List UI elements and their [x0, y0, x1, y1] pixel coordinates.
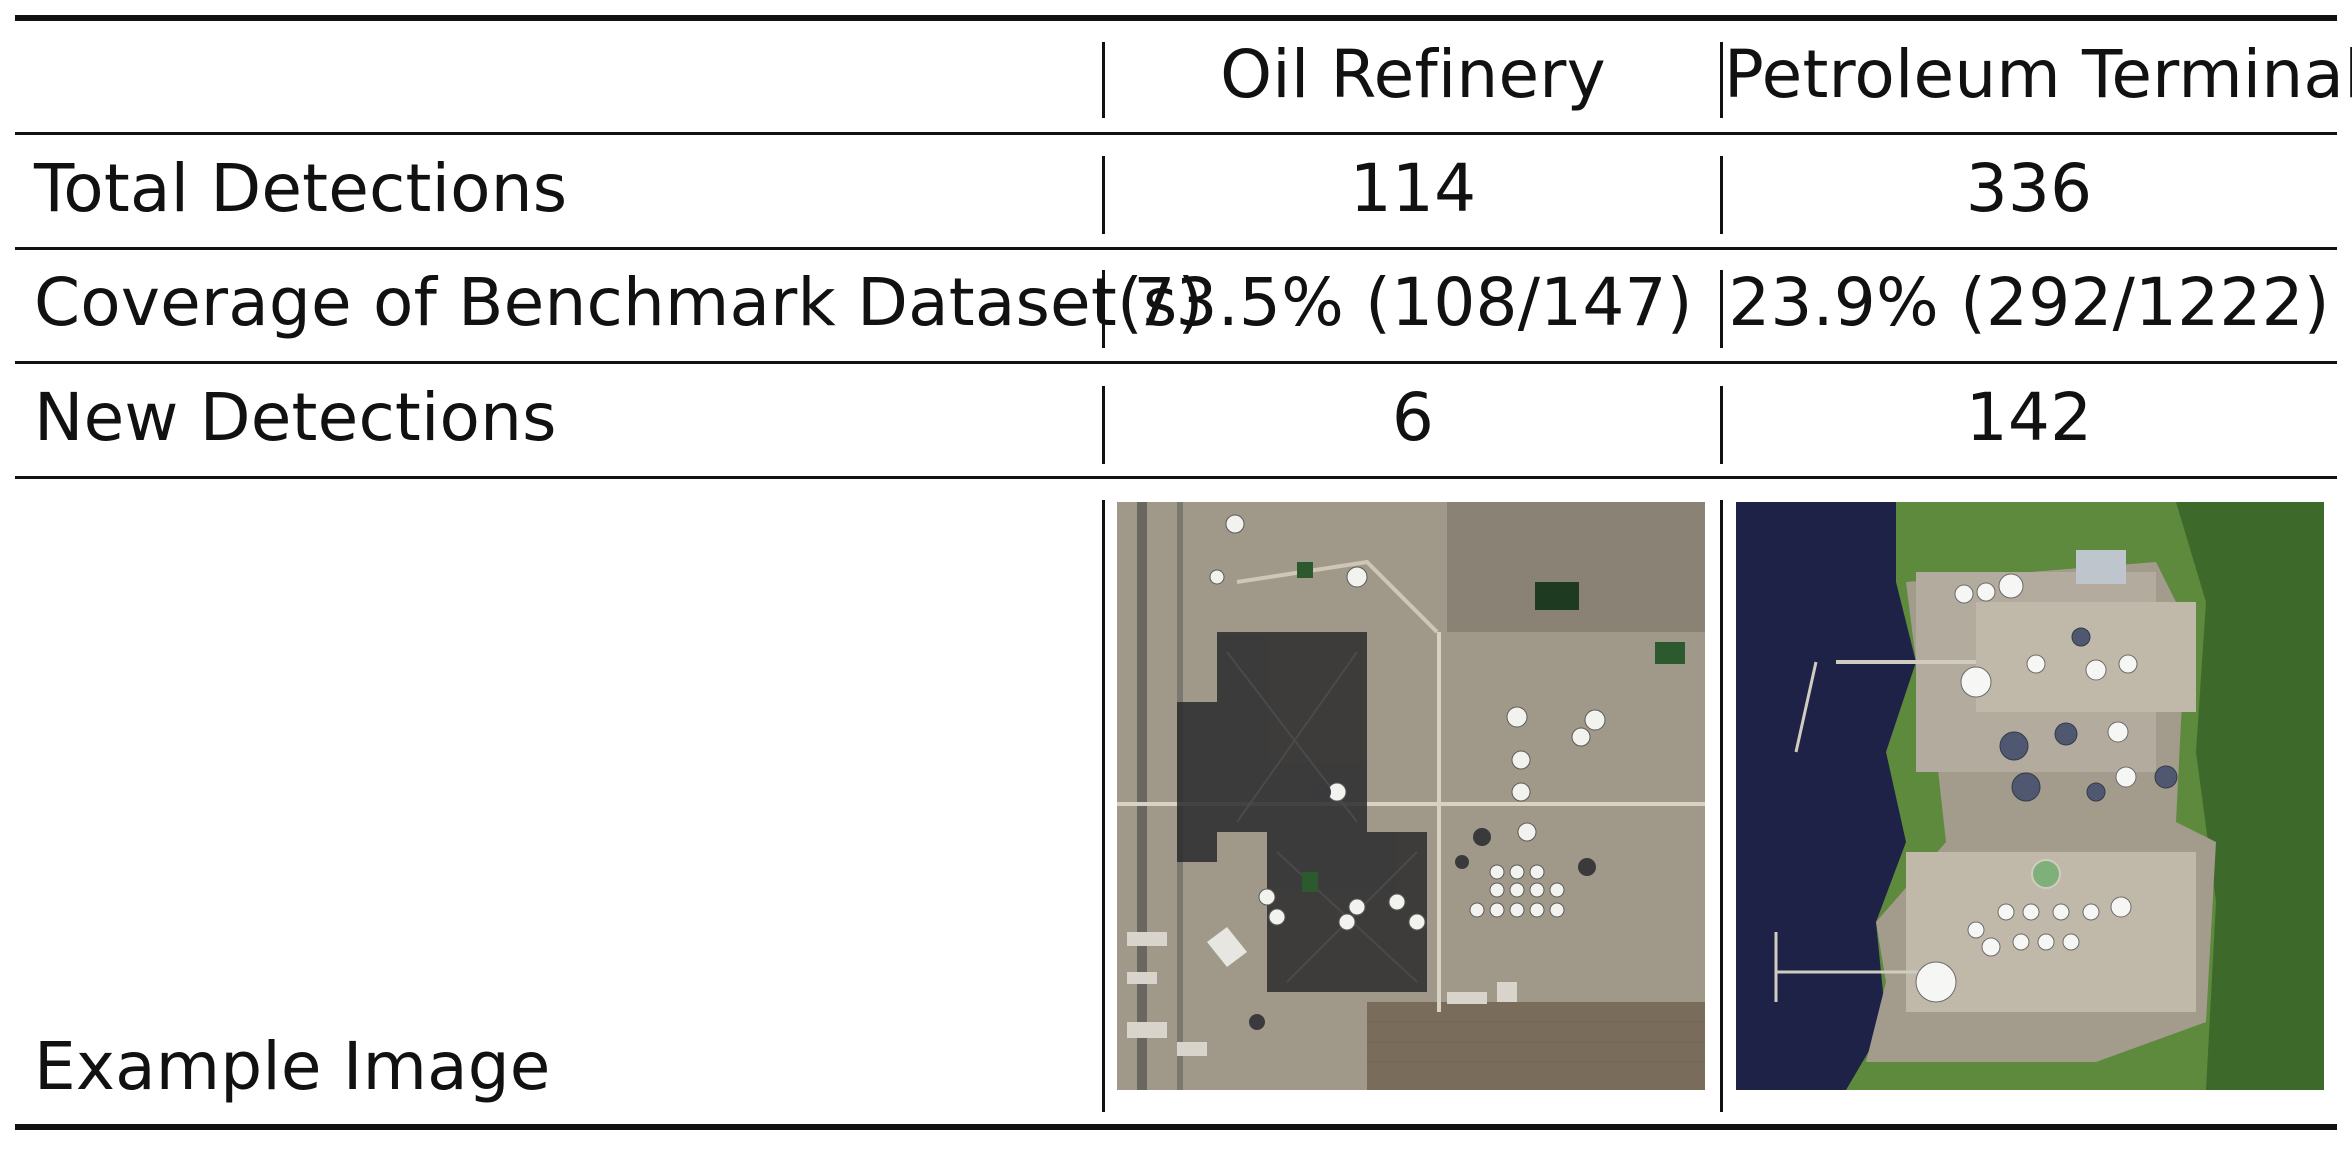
table-cell: 23.9% (292/1222) [1728, 264, 2330, 341]
bottom-rule [15, 1124, 2337, 1130]
petroleum-terminal-aerial-image [1736, 502, 2324, 1090]
header-rule [15, 132, 2337, 135]
column-header-petroleum-terminal: Petroleum Terminal [1724, 36, 2352, 113]
row-label-new-detections: New Detections [34, 379, 557, 456]
col-separator [1102, 156, 1105, 234]
row-rule-3 [15, 476, 2337, 479]
col-separator [1720, 270, 1723, 348]
table-cell: 73.5% (108/147) [1133, 264, 1693, 341]
row-label-example-image: Example Image [34, 1028, 551, 1105]
col-separator [1720, 42, 1723, 118]
row-rule-1 [15, 247, 2337, 250]
table-cell: 336 [1965, 150, 2093, 227]
col-separator [1720, 156, 1723, 234]
col-separator [1102, 386, 1105, 464]
col-separator [1102, 42, 1105, 118]
row-label-coverage: Coverage of Benchmark Dataset(s) [34, 264, 1204, 341]
top-rule [15, 15, 2337, 21]
col-separator [1720, 500, 1723, 1112]
row-rule-2 [15, 361, 2337, 364]
oil-refinery-aerial-image [1117, 502, 1705, 1090]
column-header-oil-refinery: Oil Refinery [1220, 36, 1606, 113]
table-cell: 114 [1349, 150, 1477, 227]
col-separator [1720, 386, 1723, 464]
table-cell: 6 [1391, 379, 1435, 456]
col-separator [1102, 500, 1105, 1112]
row-label-total-detections: Total Detections [34, 150, 568, 227]
table-cell: 142 [1965, 379, 2093, 456]
col-separator [1102, 270, 1105, 348]
